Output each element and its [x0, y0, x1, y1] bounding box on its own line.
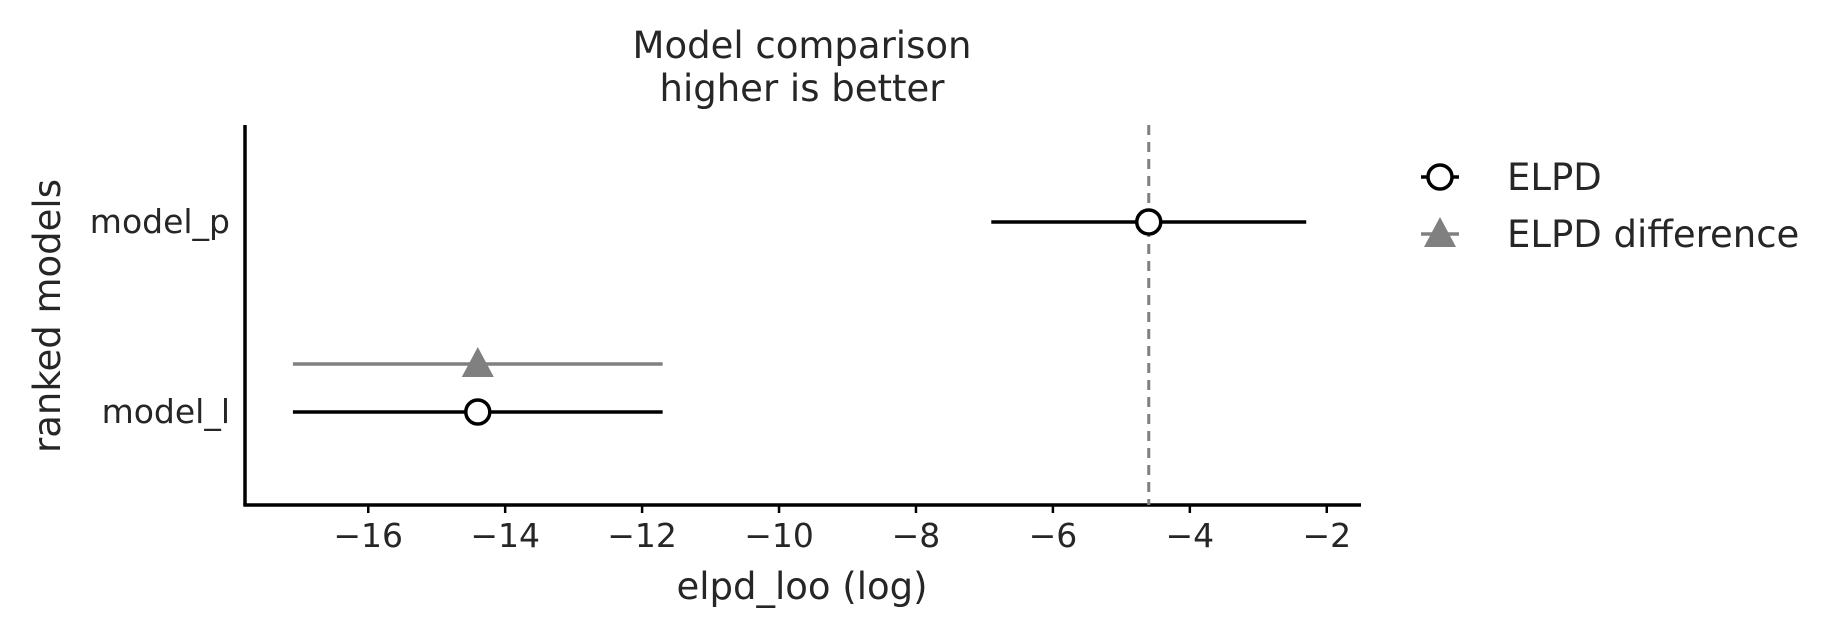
legend: ELPD ELPD difference	[1421, 156, 1799, 256]
x-tick-label: −4	[1166, 516, 1215, 555]
y-axis-label: ranked models	[26, 179, 69, 453]
y-axis-ticks: model_p model_l	[90, 202, 230, 431]
legend-entry-label: ELPD difference	[1507, 213, 1799, 256]
legend-circle-marker	[1426, 163, 1454, 191]
x-tick-label: −12	[607, 516, 677, 555]
legend-triangle-marker	[1424, 217, 1456, 247]
data-marks	[292, 208, 1307, 426]
plot-axes	[243, 125, 1361, 507]
legend-entry-label: ELPD	[1507, 156, 1602, 199]
x-tick-label: −6	[1029, 516, 1078, 555]
y-tick-label: model_l	[102, 392, 230, 431]
x-tick-label: −16	[333, 516, 403, 555]
chart-title-line-2: higher is better	[660, 67, 946, 110]
x-axis-label: elpd_loo (log)	[676, 565, 927, 608]
x-tick-label: −2	[1302, 516, 1351, 555]
elpd-point	[1135, 208, 1163, 236]
x-tick-label: −10	[744, 516, 814, 555]
elpd-difference-point	[461, 347, 494, 377]
y-tick-label: model_p	[90, 202, 230, 241]
x-tick-label: −14	[470, 516, 540, 555]
x-axis-ticks: −16 −14 −12 −10 −8 −6 −4 −2	[333, 505, 1351, 555]
x-tick-label: −8	[892, 516, 941, 555]
chart-title: Model comparison higher is better	[633, 24, 972, 110]
elpd-point	[464, 398, 492, 426]
chart-title-line-1: Model comparison	[633, 24, 972, 67]
